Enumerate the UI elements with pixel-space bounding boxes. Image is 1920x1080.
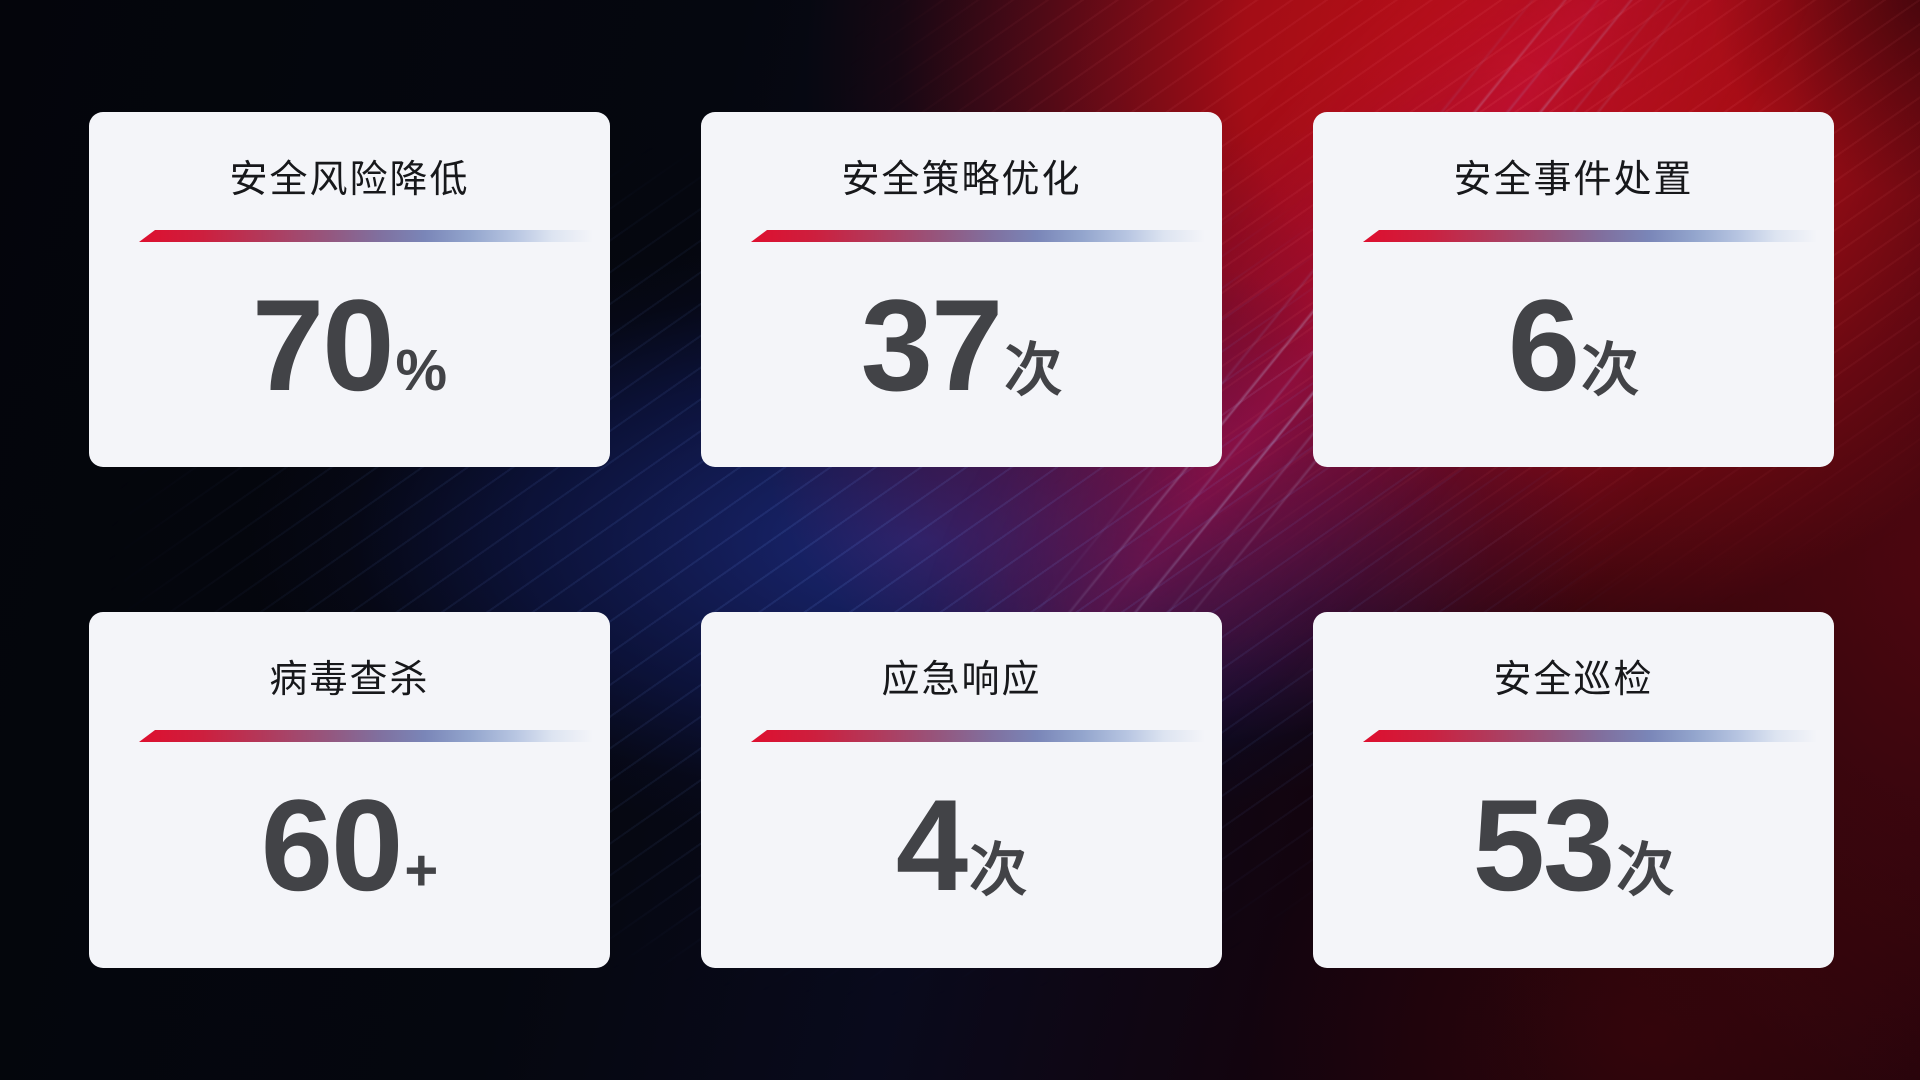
stat-card-value: 4 次 [701,780,1222,910]
gradient-divider [139,730,593,742]
stat-value-number: 70 [251,272,395,418]
stat-card-title: 安全事件处置 [1453,159,1694,201]
stat-value-number: 37 [860,272,1004,418]
stat-value-unit: 次 [1581,338,1640,403]
stat-card-title: 应急响应 [881,659,1042,701]
gradient-divider [751,230,1205,242]
stat-value-unit: 次 [969,838,1028,903]
stat-card-virus-scan: 病毒查杀 60 + [89,612,610,968]
gradient-divider [1363,730,1817,742]
stat-value-unit: + [404,838,439,903]
stat-card-title: 安全巡检 [1493,659,1654,701]
stat-card-title: 病毒查杀 [269,659,430,701]
stat-value-number: 4 [895,772,968,918]
stat-value-number: 53 [1472,772,1616,918]
stat-value-unit: % [395,338,448,403]
stat-card-title: 安全风险降低 [229,159,470,201]
stat-value-unit: 次 [1616,838,1675,903]
stat-card-value: 6 次 [1313,280,1834,410]
stat-card-policy-optimization: 安全策略优化 37 次 [701,112,1222,467]
stat-card-title: 安全策略优化 [841,159,1082,201]
stat-card-security-inspection: 安全巡检 53 次 [1313,612,1834,968]
gradient-divider [1363,230,1817,242]
stat-card-value: 70 % [89,280,610,410]
stat-card-value: 53 次 [1313,780,1834,910]
stat-card-value: 60 + [89,780,610,910]
stat-value-number: 6 [1507,272,1580,418]
stat-card-incident-handling: 安全事件处置 6 次 [1313,112,1834,467]
stat-card-risk-reduction: 安全风险降低 70 % [89,112,610,467]
gradient-divider [139,230,593,242]
stat-card-emergency-response: 应急响应 4 次 [701,612,1222,968]
stat-value-number: 60 [260,772,404,918]
stat-card-value: 37 次 [701,280,1222,410]
gradient-divider [751,730,1205,742]
stat-value-unit: 次 [1004,338,1063,403]
